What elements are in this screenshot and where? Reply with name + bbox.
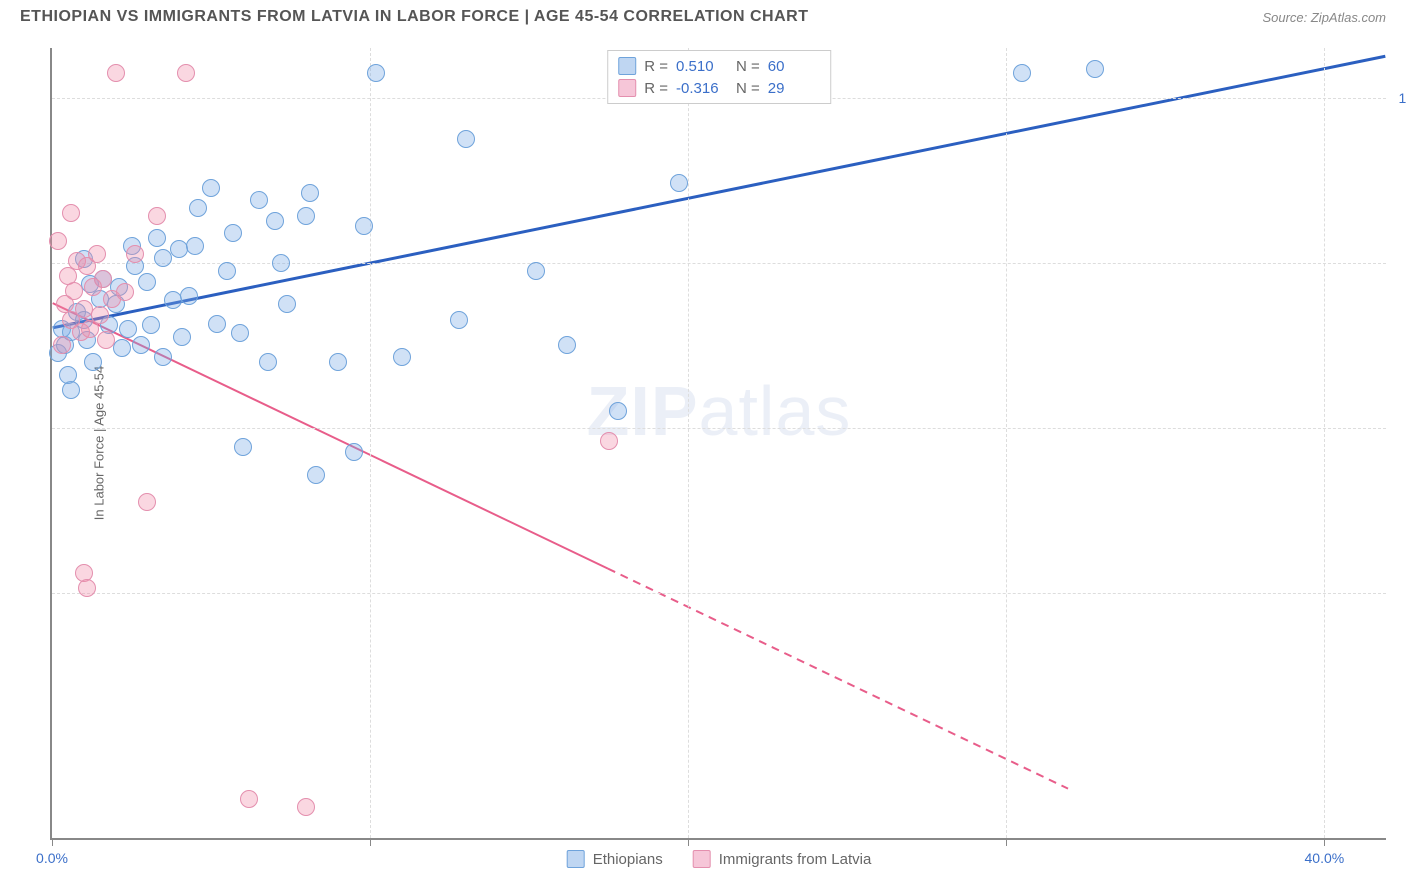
data-point <box>345 443 363 461</box>
data-point <box>355 217 373 235</box>
x-tick <box>370 838 371 846</box>
data-point <box>53 336 71 354</box>
chart-title: ETHIOPIAN VS IMMIGRANTS FROM LATVIA IN L… <box>20 8 809 26</box>
data-point <box>218 262 236 280</box>
data-point <box>266 212 284 230</box>
y-axis-label: In Labor Force | Age 45-54 <box>92 366 107 520</box>
data-point <box>142 316 160 334</box>
data-point <box>609 402 627 420</box>
data-point <box>49 232 67 250</box>
series-legend: Ethiopians Immigrants from Latvia <box>567 850 872 868</box>
data-point <box>297 207 315 225</box>
data-point <box>119 320 137 338</box>
data-point <box>88 245 106 263</box>
data-point <box>208 315 226 333</box>
data-point <box>62 204 80 222</box>
data-point <box>173 328 191 346</box>
data-point <box>231 324 249 342</box>
data-point <box>329 353 347 371</box>
data-point <box>1013 64 1031 82</box>
data-point <box>224 224 242 242</box>
data-point <box>272 254 290 272</box>
scatter-chart: In Labor Force | Age 45-54 ZIPatlas R =0… <box>50 48 1386 840</box>
data-point <box>126 245 144 263</box>
data-point <box>259 353 277 371</box>
data-point <box>138 273 156 291</box>
data-point <box>240 790 258 808</box>
x-tick <box>688 838 689 846</box>
data-point <box>94 270 112 288</box>
data-point <box>180 287 198 305</box>
data-point <box>132 336 150 354</box>
data-point <box>84 353 102 371</box>
correlation-legend: R =0.510N =60R =-0.316N =29 <box>607 50 831 104</box>
data-point <box>138 493 156 511</box>
data-point <box>297 798 315 816</box>
gridline-h <box>52 593 1386 594</box>
data-point <box>78 579 96 597</box>
data-point <box>234 438 252 456</box>
data-point <box>393 348 411 366</box>
data-point <box>202 179 220 197</box>
gridline-v <box>370 48 371 838</box>
legend-item: Ethiopians <box>567 850 663 868</box>
data-point <box>91 306 109 324</box>
gridline-h <box>52 263 1386 264</box>
gridline-v <box>1324 48 1325 838</box>
x-tick-label: 0.0% <box>36 850 68 866</box>
data-point <box>307 466 325 484</box>
data-point <box>558 336 576 354</box>
data-point <box>65 282 83 300</box>
data-point <box>189 199 207 217</box>
data-point <box>62 381 80 399</box>
source-label: Source: ZipAtlas.com <box>1262 10 1386 25</box>
data-point <box>278 295 296 313</box>
data-point <box>186 237 204 255</box>
data-point <box>367 64 385 82</box>
x-tick <box>52 838 53 846</box>
data-point <box>450 311 468 329</box>
data-point <box>177 64 195 82</box>
data-point <box>250 191 268 209</box>
gridline-v <box>1006 48 1007 838</box>
legend-row: R =0.510N =60 <box>618 55 820 77</box>
gridline-h <box>52 428 1386 429</box>
data-point <box>107 64 125 82</box>
data-point <box>97 331 115 349</box>
legend-row: R =-0.316N =29 <box>618 77 820 99</box>
regression-lines <box>52 48 1386 838</box>
data-point <box>148 229 166 247</box>
data-point <box>457 130 475 148</box>
data-point <box>600 432 618 450</box>
data-point <box>1086 60 1104 78</box>
chart-header: ETHIOPIAN VS IMMIGRANTS FROM LATVIA IN L… <box>0 0 1406 38</box>
x-tick <box>1006 838 1007 846</box>
data-point <box>116 283 134 301</box>
data-point <box>148 207 166 225</box>
data-point <box>113 339 131 357</box>
legend-item: Immigrants from Latvia <box>693 850 872 868</box>
data-point <box>670 174 688 192</box>
x-tick <box>1324 838 1325 846</box>
y-tick-label: 100.0% <box>1399 90 1406 106</box>
gridline-v <box>688 48 689 838</box>
data-point <box>301 184 319 202</box>
data-point <box>527 262 545 280</box>
x-tick-label: 40.0% <box>1305 850 1345 866</box>
data-point <box>154 348 172 366</box>
